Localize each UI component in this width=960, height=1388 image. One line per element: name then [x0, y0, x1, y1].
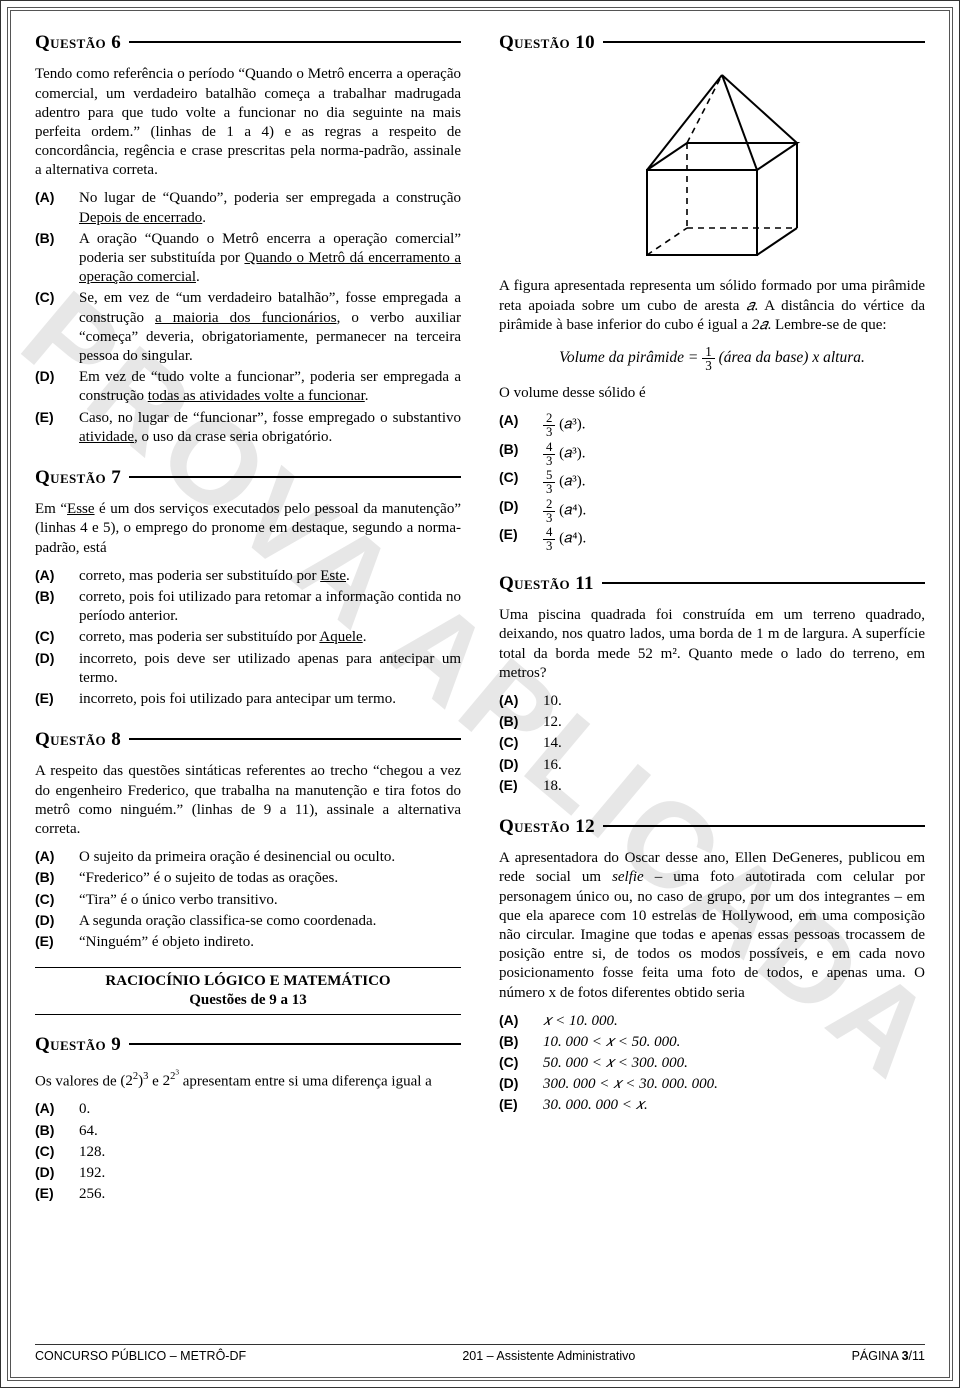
q7-heading: Questão 7 — [35, 466, 461, 490]
q6-opt-e: (E) Caso, no lugar de “funcionar”, fosse… — [35, 408, 461, 448]
fraction: 13 — [702, 345, 715, 372]
q6-opt-b: (B) A oração “Quando o Metrô encerra a o… — [35, 229, 461, 289]
q12-options: (A)𝑥 < 10. 000. (B)10. 000 < 𝑥 < 50. 000… — [499, 1011, 925, 1117]
q6-text: Tendo como referência o período “Quando … — [35, 65, 461, 180]
right-column: Questão 10 — [499, 31, 925, 1329]
q9-text: Os valores de (22)3 e 223 apresentam ent… — [35, 1068, 461, 1092]
rule — [603, 41, 925, 43]
q6-opt-c: (C) Se, em vez de “um verdadeiro batalhã… — [35, 288, 461, 367]
exam-page: PROVA APLICADA Questão 6 Tendo como refe… — [0, 0, 960, 1388]
section-box: RACIOCÍNIO LÓGICO E MATEMÁTICO Questões … — [35, 967, 461, 1015]
q6-opt-d: (D) Em vez de “tudo volte a funcionar”, … — [35, 367, 461, 407]
page-footer: CONCURSO PÚBLICO – METRÔ-DF 201 – Assist… — [35, 1344, 925, 1363]
pyramid-cube-icon — [602, 65, 822, 265]
opt-val: Caso, no lugar de “funcionar”, fosse emp… — [79, 408, 461, 448]
rule — [603, 825, 925, 827]
opt-key: (E) — [35, 408, 79, 448]
opt-key: (B) — [35, 229, 79, 289]
q12-heading: Questão 12 — [499, 815, 925, 839]
q9-options: (A)0. (B)64. (C)128. (D)192. (E)256. — [35, 1099, 461, 1205]
opt-val: A oração “Quando o Metrô encerra a opera… — [79, 229, 461, 289]
rule — [129, 41, 461, 43]
q12-text: A apresentadora do Oscar desse ano, Elle… — [499, 849, 925, 1003]
q8-options: (A)O sujeito da primeira oração é desine… — [35, 847, 461, 953]
q7-label: Questão 7 — [35, 466, 121, 490]
q9-label: Questão 9 — [35, 1033, 121, 1057]
rule — [602, 582, 925, 584]
math-expr: 223 — [163, 1073, 179, 1089]
rule — [129, 1043, 461, 1045]
q11-label: Questão 11 — [499, 572, 594, 596]
q10-figure — [499, 65, 925, 265]
footer-right: PÁGINA 3/11 — [852, 1349, 925, 1363]
q7-text: Em “Esse é um dos serviços executados pe… — [35, 500, 461, 558]
q10-label: Questão 10 — [499, 31, 595, 55]
page-border: PROVA APLICADA Questão 6 Tendo como refe… — [7, 7, 953, 1381]
q10-text: A figura apresentada representa um sólid… — [499, 277, 925, 335]
q10-heading: Questão 10 — [499, 31, 925, 55]
rule — [129, 738, 461, 740]
q6-opt-a: (A) No lugar de “Quando”, poderia ser em… — [35, 188, 461, 228]
rule — [129, 476, 461, 478]
opt-val: No lugar de “Quando”, poderia ser empreg… — [79, 188, 461, 228]
q9-heading: Questão 9 — [35, 1033, 461, 1057]
q10-options: (A)23 (𝑎³). (B)43 (𝑎³). (C)53 (𝑎³). (D)2… — [499, 411, 925, 554]
q11-heading: Questão 11 — [499, 572, 925, 596]
q6-options: (A) No lugar de “Quando”, poderia ser em… — [35, 188, 461, 447]
q12-label: Questão 12 — [499, 815, 595, 839]
q10-formula: Volume da pirâmide = 13 (área da base) x… — [499, 345, 925, 372]
left-column: Questão 6 Tendo como referência o períod… — [35, 31, 461, 1329]
section-line1: RACIOCÍNIO LÓGICO E MATEMÁTICO — [41, 972, 455, 991]
q8-label: Questão 8 — [35, 728, 121, 752]
footer-center: 201 – Assistente Administrativo — [462, 1349, 635, 1363]
q11-options: (A)10. (B)12. (C)14. (D)16. (E)18. — [499, 691, 925, 797]
q10-lead: O volume desse sólido é — [499, 384, 925, 403]
q6-label: Questão 6 — [35, 31, 121, 55]
q8-heading: Questão 8 — [35, 728, 461, 752]
opt-val: Em vez de “tudo volte a funcionar”, pode… — [79, 367, 461, 407]
math-expr: (22)3 — [120, 1073, 148, 1089]
q7-options: (A)correto, mas poderia ser substituído … — [35, 566, 461, 710]
opt-key: (C) — [35, 288, 79, 367]
opt-key: (A) — [35, 188, 79, 228]
q6-heading: Questão 6 — [35, 31, 461, 55]
opt-key: (D) — [35, 367, 79, 407]
footer-left: CONCURSO PÚBLICO – METRÔ-DF — [35, 1349, 246, 1363]
opt-val: Se, em vez de “um verdadeiro batalhão”, … — [79, 288, 461, 367]
q11-text: Uma piscina quadrada foi construída em u… — [499, 606, 925, 683]
q8-text: A respeito das questões sintáticas refer… — [35, 762, 461, 839]
content-columns: Questão 6 Tendo como referência o períod… — [35, 31, 925, 1329]
section-line2: Questões de 9 a 13 — [41, 991, 455, 1010]
